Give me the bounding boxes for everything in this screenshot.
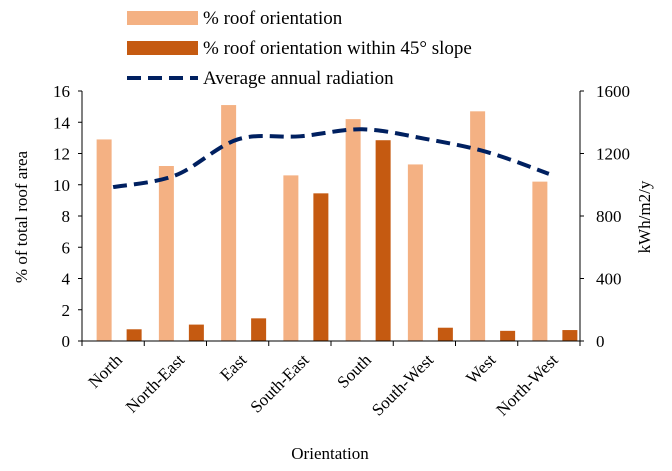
- bar-roof-orientation-north: [96, 139, 112, 341]
- x-tick-label-north-west: North-West: [492, 350, 561, 419]
- y-tick-label-left: 2: [62, 301, 71, 320]
- y-axis-label-left: % of total roof area: [12, 150, 31, 283]
- bar-roof-orientation-45-south: [375, 140, 391, 341]
- bar-roof-orientation-west: [470, 111, 486, 341]
- legend: % roof orientation % roof orientation wit…: [127, 8, 472, 89]
- legend-label-1: % roof orientation within 45° slope: [203, 38, 472, 59]
- x-tick-label-north-east: North-East: [122, 350, 188, 416]
- bar-roof-orientation-45-north-east: [188, 324, 204, 341]
- bar-roof-orientation-north-east: [158, 166, 174, 341]
- x-tick-label-north: North: [84, 350, 126, 392]
- bar-roof-orientation-east: [221, 105, 237, 341]
- y-tick-label-right: 800: [596, 207, 622, 226]
- legend-label-0: % roof orientation: [203, 8, 343, 29]
- y-tick-label-left: 16: [53, 82, 70, 101]
- line-average-annual-radiation: [112, 127, 550, 190]
- bar-roof-orientation-south: [345, 119, 361, 341]
- plot-area: [96, 105, 578, 341]
- x-tick-label-south: South: [333, 350, 375, 392]
- legend-swatch-1: [127, 41, 198, 55]
- y-tick-label-right: 1600: [596, 82, 630, 101]
- bar-roof-orientation-45-south-west: [437, 327, 453, 341]
- bar-roof-orientation-north-west: [532, 181, 548, 341]
- bar-roof-orientation-45-south-east: [313, 193, 329, 341]
- legend-swatch-0: [127, 11, 198, 25]
- bar-roof-orientation-45-north-west: [562, 330, 578, 341]
- bar-roof-orientation-south-west: [407, 164, 423, 341]
- bar-roof-orientation-south-east: [283, 175, 299, 341]
- y-tick-label-left: 12: [53, 145, 70, 164]
- bar-roof-orientation-45-west: [500, 330, 516, 341]
- bar-roof-orientation-45-east: [251, 318, 267, 341]
- y-tick-label-left: 4: [62, 270, 71, 289]
- y-tick-label-right: 400: [596, 270, 622, 289]
- y-tick-label-left: 8: [62, 207, 71, 226]
- x-axis-label: Orientation: [291, 444, 369, 463]
- y-tick-label-left: 0: [62, 332, 71, 351]
- bar-roof-orientation-45-north: [126, 329, 142, 341]
- y-tick-label-left: 6: [62, 238, 71, 257]
- y-tick-label-left: 14: [53, 113, 71, 132]
- x-tick-label-south-west: South-West: [368, 350, 437, 419]
- y-tick-label-right: 1200: [596, 145, 630, 164]
- x-tick-label-west: West: [462, 350, 499, 387]
- y-axis-label-right: kWh/m2/y: [635, 180, 654, 253]
- legend-label-2: Average annual radiation: [203, 68, 394, 89]
- x-tick-label-east: East: [216, 350, 250, 384]
- y-tick-label-left: 10: [53, 176, 70, 195]
- x-tick-label-south-east: South-East: [247, 350, 313, 416]
- y-tick-label-right: 0: [596, 332, 605, 351]
